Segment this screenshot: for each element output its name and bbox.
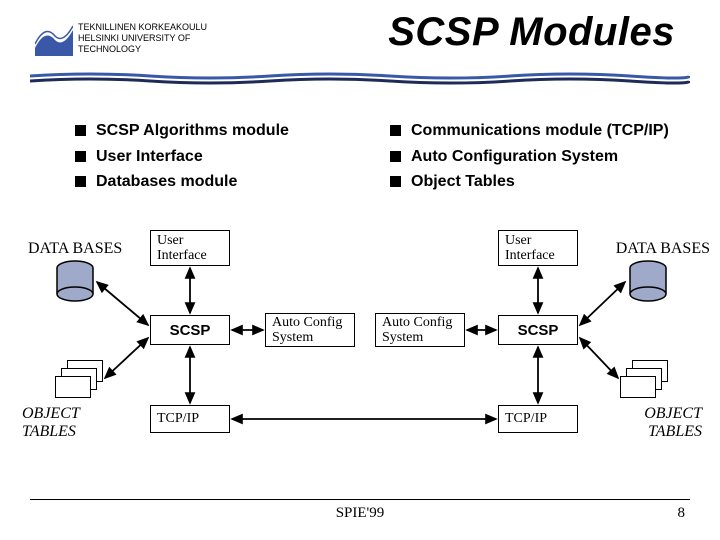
slide-header: TEKNILLINEN KORKEAKOULU HELSINKI UNIVERS… bbox=[0, 10, 720, 80]
bullet-item: Auto Configuration System bbox=[390, 144, 669, 170]
architecture-diagram: DATA BASES DATA BASES OBJECT TABLES OBJE… bbox=[0, 230, 720, 490]
bullet-icon bbox=[75, 125, 86, 136]
bullets-right: Communications module (TCP/IP) Auto Conf… bbox=[390, 118, 669, 195]
bullet-item: Object Tables bbox=[390, 169, 669, 195]
footer-conference: SPIE'99 bbox=[0, 505, 720, 522]
bullet-item: Databases module bbox=[75, 169, 289, 195]
bullet-icon bbox=[390, 151, 401, 162]
footer-divider bbox=[30, 499, 690, 500]
hut-logo bbox=[35, 18, 73, 61]
bullet-item: Communications module (TCP/IP) bbox=[390, 118, 669, 144]
bullet-text: SCSP Algorithms module bbox=[96, 118, 289, 144]
org-line1: TEKNILLINEN KORKEAKOULU bbox=[78, 22, 207, 33]
org-name: TEKNILLINEN KORKEAKOULU HELSINKI UNIVERS… bbox=[78, 22, 207, 54]
bullet-text: Object Tables bbox=[411, 169, 515, 195]
bullet-text: Databases module bbox=[96, 169, 237, 195]
bullet-icon bbox=[390, 125, 401, 136]
org-line2: HELSINKI UNIVERSITY OF bbox=[78, 33, 207, 44]
bullet-icon bbox=[75, 151, 86, 162]
bullet-item: SCSP Algorithms module bbox=[75, 118, 289, 144]
slide-title: SCSP Modules bbox=[388, 10, 675, 55]
bullet-icon bbox=[390, 176, 401, 187]
bullets-left: SCSP Algorithms module User Interface Da… bbox=[75, 118, 289, 195]
footer-page-number: 8 bbox=[678, 505, 686, 522]
bullet-icon bbox=[75, 176, 86, 187]
bullet-text: Communications module (TCP/IP) bbox=[411, 118, 669, 144]
org-line3: TECHNOLOGY bbox=[78, 44, 207, 55]
bullet-text: User Interface bbox=[96, 144, 203, 170]
bullet-text: Auto Configuration System bbox=[411, 144, 618, 170]
title-underline bbox=[30, 72, 690, 86]
diagram-arrows bbox=[0, 230, 720, 490]
bullet-item: User Interface bbox=[75, 144, 289, 170]
